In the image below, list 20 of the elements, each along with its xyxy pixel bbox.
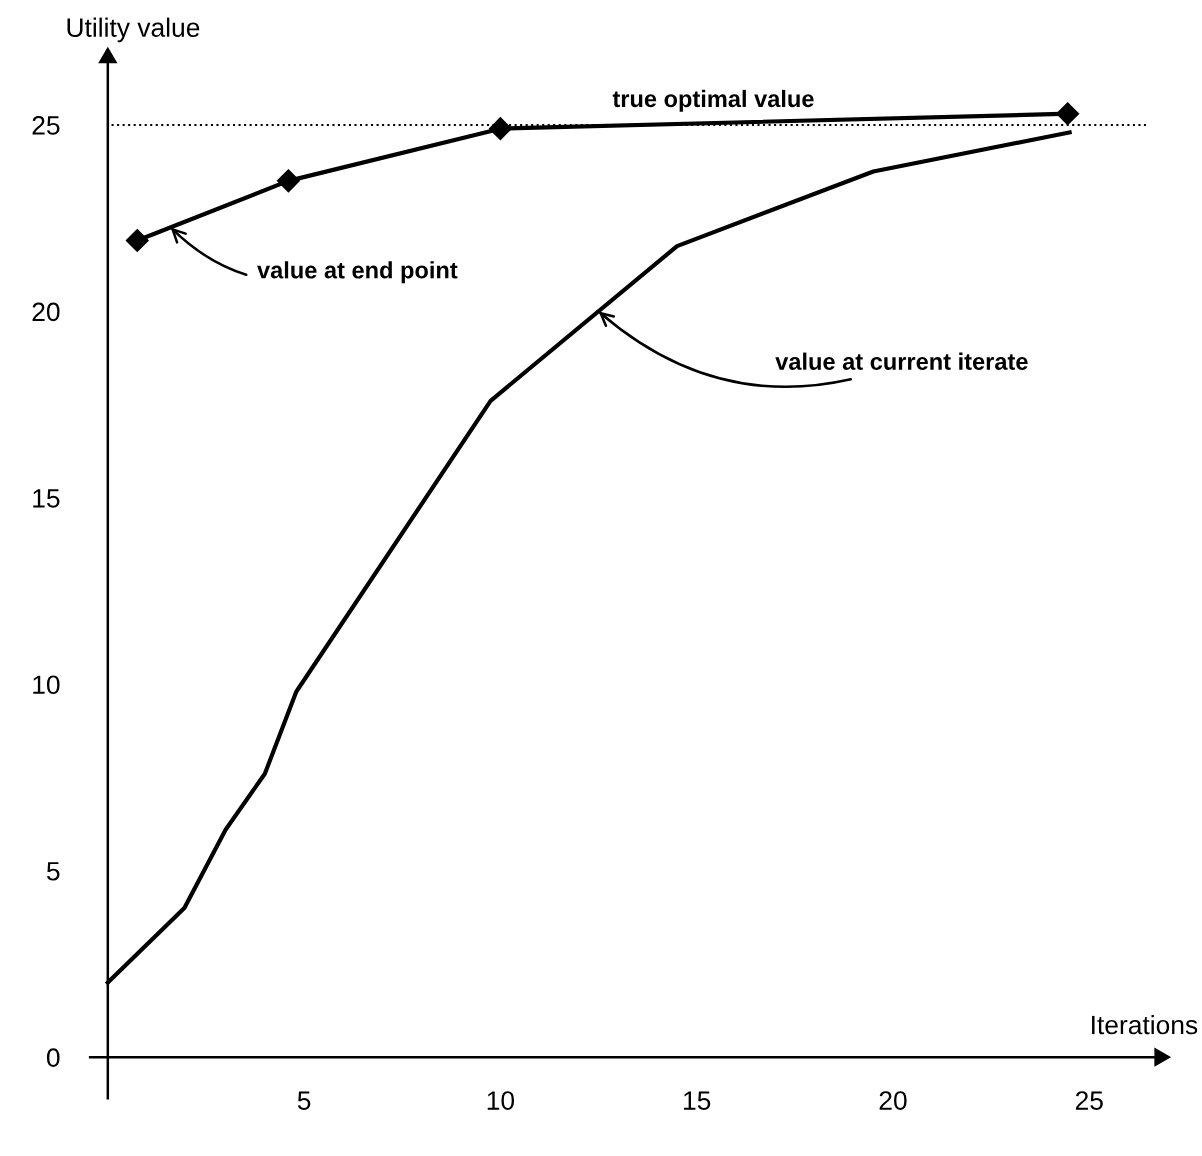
x-tick-label: 15 <box>684 1091 711 1110</box>
x-tick-label: 20 <box>879 1091 907 1110</box>
y-tick-label: 10 <box>33 675 60 695</box>
y-tick-label: 20 <box>32 302 60 322</box>
annotation: value at end point <box>257 261 458 284</box>
x-tick-label: 5 <box>297 1091 311 1110</box>
point <box>1056 102 1080 126</box>
point <box>488 117 512 141</box>
y-tick-label: 0 <box>46 1048 60 1067</box>
point <box>125 229 149 253</box>
ref-line-label: true optimal value <box>612 89 814 112</box>
point <box>276 169 300 193</box>
annotation: value at current iterate <box>775 352 1028 370</box>
y-tick-label: 5 <box>46 862 60 881</box>
x-tick-label: 25 <box>1075 1091 1103 1110</box>
y-tick-label: 15 <box>33 489 60 508</box>
y-tick-label: 25 <box>32 116 60 135</box>
y-axis-title: Utility value <box>67 17 200 43</box>
x-tick-label: 10 <box>487 1091 515 1110</box>
x-axis-title: Iterations <box>1092 1014 1198 1035</box>
